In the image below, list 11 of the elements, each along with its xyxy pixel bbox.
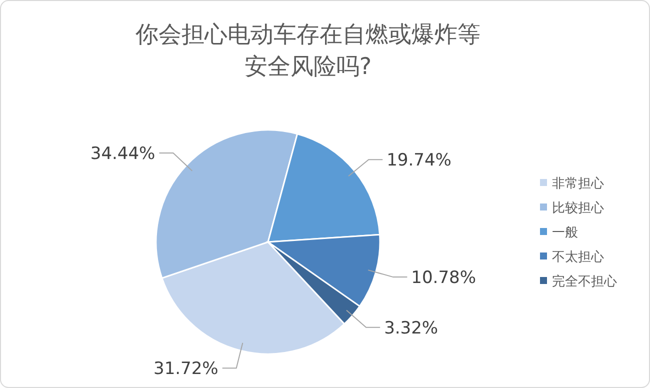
legend-label: 一般 xyxy=(552,226,578,241)
data-label: 19.74% xyxy=(386,150,452,171)
data-label: 34.44% xyxy=(90,144,156,164)
chart-title: 你会担心电动车存在自燃或爆炸等安全风险吗? xyxy=(134,22,480,80)
data-label: 3.32% xyxy=(384,318,438,338)
legend-label: 不太担心 xyxy=(552,249,604,266)
data-label: 31.72% xyxy=(154,359,218,380)
legend-label: 非常担心 xyxy=(552,176,604,192)
legend-label: 比较担心 xyxy=(552,200,604,216)
legend-label: 完全不担心 xyxy=(552,274,617,290)
data-label: 10.78% xyxy=(411,268,476,288)
